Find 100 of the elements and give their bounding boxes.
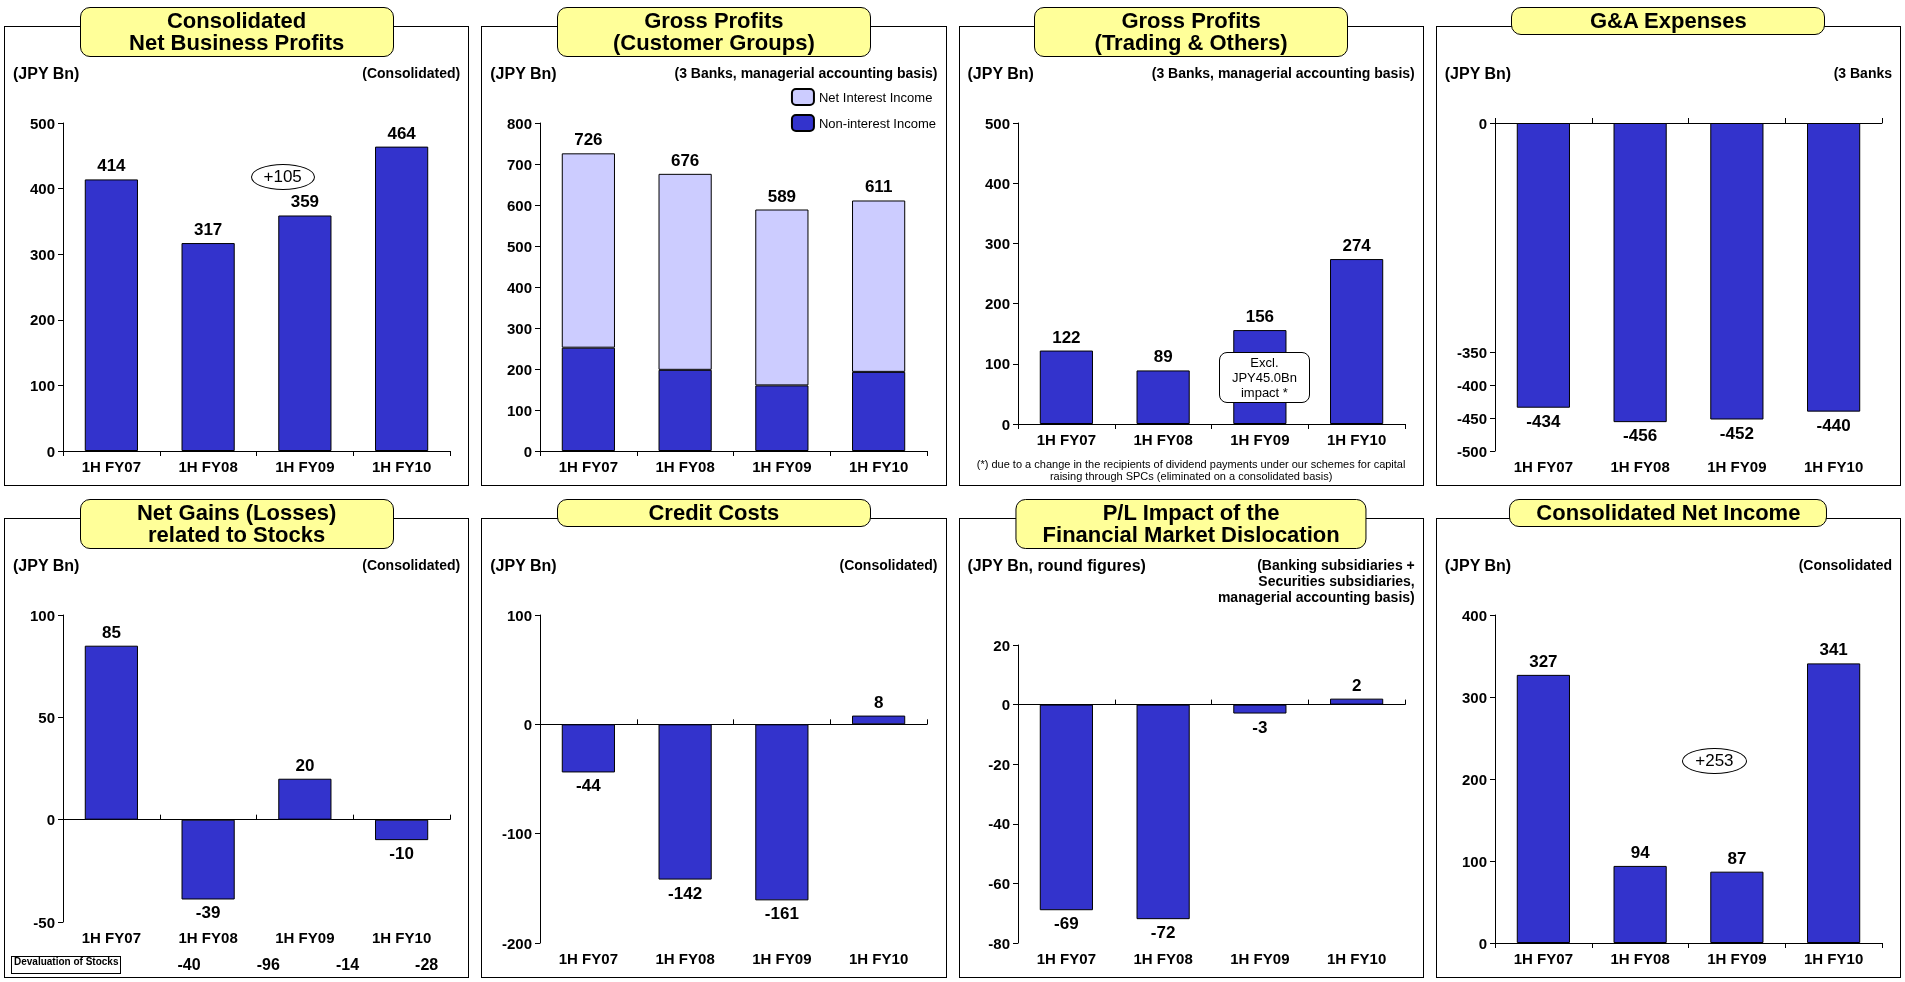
y-tick-label: 0 — [523, 715, 533, 733]
y-tick-label: 500 — [29, 114, 55, 132]
text: (Consolidated — [1798, 557, 1892, 573]
data-label: -10 — [389, 844, 414, 864]
text: (Consolidated) — [362, 557, 461, 573]
data-label: 317 — [193, 220, 223, 240]
legend-label: Non-interest Income — [819, 115, 937, 131]
data-label: 156 — [1245, 307, 1274, 327]
y-tick-label: 0 — [523, 442, 533, 460]
x-tick-label: 1H FY10 — [1803, 458, 1863, 475]
chart-title: G&A Expenses — [1511, 7, 1826, 35]
data-label: -3 — [1251, 717, 1267, 737]
data-label: 8 — [874, 692, 884, 712]
x-tick-label: 1H FY07 — [1513, 458, 1573, 475]
data-label: 359 — [290, 192, 320, 212]
chart-title: P/L Impact of the Financial Market Dislocation — [1015, 499, 1367, 549]
y-tick-label: 200 — [507, 360, 533, 378]
text: -28 — [415, 956, 439, 974]
data-label: 2 — [1351, 675, 1361, 695]
legend-label: Net Interest Income — [819, 89, 933, 105]
y-tick-label: 0 — [1478, 934, 1487, 952]
x-tick-label: 1H FY08 — [1133, 950, 1193, 967]
x-tick-label: 1H FY08 — [178, 458, 238, 475]
y-tick-label: 100 — [507, 606, 533, 624]
text: (*) due to a change in the recipients of dividend payments under our schemes for capital raising through SPCs (eliminated on a consolidated basis) — [975, 458, 1407, 482]
y-tick-label: 500 — [507, 237, 533, 255]
y-tick-label: 700 — [507, 155, 533, 173]
y-axis-title: (JPY Bn) — [1444, 557, 1512, 575]
x-tick-label: 1H FY09 — [1707, 950, 1767, 967]
y-tick-label: 400 — [29, 180, 55, 198]
y-axis-title: (JPY Bn) — [13, 65, 80, 83]
total-label: 726 — [574, 130, 603, 150]
y-tick-label: 100 — [29, 606, 55, 624]
y-tick-label: 300 — [984, 234, 1010, 252]
y-tick-label: -100 — [502, 825, 533, 843]
y-tick-label: 0 — [1001, 415, 1010, 433]
data-label: -44 — [576, 776, 602, 796]
x-tick-label: 1H FY10 — [1326, 431, 1386, 448]
x-tick-label: 1H FY08 — [1610, 950, 1670, 967]
total-label: 676 — [671, 150, 700, 170]
data-label: -142 — [668, 883, 703, 903]
y-tick-label: 0 — [46, 811, 55, 829]
data-label: -72 — [1150, 923, 1175, 943]
y-axis-title: (JPY Bn, round figures) — [967, 557, 1146, 575]
x-tick-label: 1H FY07 — [81, 929, 141, 946]
x-tick-label: 1H FY07 — [1036, 431, 1096, 448]
y-tick-label: 300 — [507, 319, 533, 337]
data-label: 89 — [1153, 347, 1173, 367]
data-label: -161 — [765, 904, 800, 924]
y-tick-label: -200 — [502, 934, 533, 952]
chart-title: Gross Profits (Trading & Others) — [1034, 7, 1349, 57]
data-label: 414 — [97, 156, 127, 176]
y-tick-label: -40 — [987, 815, 1010, 833]
chart-title: Consolidated Net Income — [1509, 499, 1828, 527]
y-tick-label: 0 — [1001, 696, 1010, 714]
x-tick-label: 1H FY09 — [752, 458, 812, 475]
chart-title: Gross Profits (Customer Groups) — [556, 7, 871, 57]
y-tick-label: 200 — [1461, 770, 1487, 788]
text: -40 — [177, 956, 201, 974]
y-tick-label: 0 — [1478, 114, 1487, 132]
x-tick-label: 1H FY08 — [655, 458, 715, 475]
y-tick-label: 100 — [507, 401, 533, 419]
text: Devaluation of Stocks — [11, 956, 122, 974]
y-tick-label: 600 — [507, 196, 533, 214]
text: -14 — [335, 956, 360, 974]
text: (3 Banks — [1833, 65, 1892, 81]
data-label: 20 — [295, 755, 315, 775]
y-tick-label: -400 — [1456, 376, 1487, 394]
data-label: 94 — [1630, 842, 1650, 862]
y-tick-label: 200 — [984, 295, 1010, 313]
y-tick-label: 200 — [29, 311, 55, 329]
total-label: 611 — [865, 177, 893, 197]
y-tick-label: 20 — [992, 636, 1010, 654]
y-tick-label: -50 — [33, 913, 55, 931]
text: (Consolidated) — [839, 557, 938, 573]
y-tick-label: 300 — [1461, 688, 1487, 706]
y-tick-label: 400 — [507, 278, 533, 296]
x-tick-label: 1H FY10 — [372, 458, 432, 475]
x-tick-label: 1H FY10 — [849, 458, 909, 475]
text: (3 Banks, managerial accounting basis) — [1151, 65, 1415, 81]
y-tick-label: 300 — [29, 245, 55, 263]
x-tick-label: 1H FY10 — [1803, 950, 1863, 967]
data-label: -452 — [1719, 423, 1754, 443]
text: (Consolidated) — [362, 65, 461, 81]
x-tick-label: 1H FY09 — [1229, 431, 1289, 448]
data-label: 464 — [387, 123, 417, 143]
y-axis-title: (JPY Bn) — [967, 65, 1034, 83]
text: -96 — [256, 956, 280, 974]
y-tick-label: 100 — [1461, 852, 1487, 870]
y-axis-title: (JPY Bn) — [1444, 65, 1512, 83]
y-tick-label: -60 — [987, 874, 1010, 892]
annotation: Excl. JPY45.0Bn impact * — [1218, 352, 1310, 404]
y-tick-label: -500 — [1456, 442, 1487, 460]
data-label: 122 — [1051, 327, 1081, 347]
data-label: -456 — [1622, 426, 1657, 446]
x-tick-label: 1H FY09 — [275, 458, 335, 475]
y-tick-label: 50 — [38, 708, 55, 726]
x-tick-label: 1H FY08 — [178, 929, 238, 946]
y-axis-title: (JPY Bn) — [13, 557, 80, 575]
y-tick-label: 100 — [29, 376, 55, 394]
